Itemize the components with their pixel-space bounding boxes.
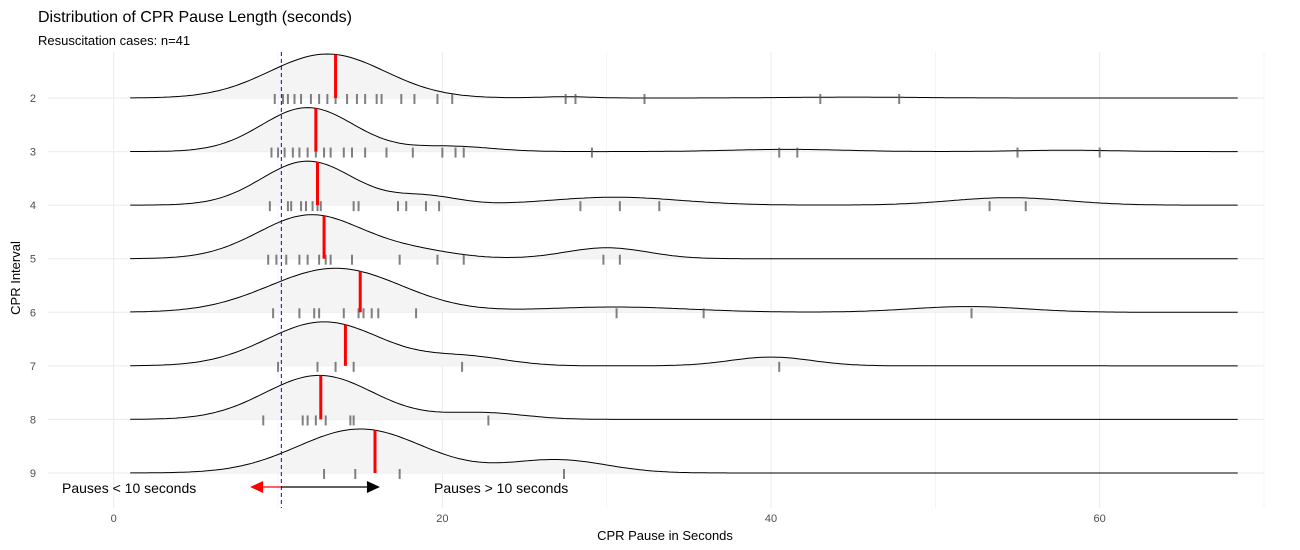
y-tick-label: 8 xyxy=(30,414,36,426)
density-area-7 xyxy=(130,321,1240,366)
y-tick-label: 5 xyxy=(30,254,36,266)
ridge-2 xyxy=(130,53,1240,104)
density-line-5 xyxy=(130,214,1238,260)
density-area-2 xyxy=(130,54,1240,98)
annotation-left-label: Pauses < 10 seconds xyxy=(62,480,196,496)
y-tick-label: 4 xyxy=(30,200,36,212)
density-line-2 xyxy=(130,53,1238,99)
grid-lines xyxy=(48,52,1265,508)
annotation-right-label: Pauses > 10 seconds xyxy=(434,480,568,496)
x-tick-label: 40 xyxy=(765,513,777,525)
y-tick-label: 3 xyxy=(30,147,36,159)
x-tick-label: 60 xyxy=(1094,513,1106,525)
x-axis-label: CPR Pause in Seconds xyxy=(597,528,733,543)
chart-title: Distribution of CPR Pause Length (second… xyxy=(38,9,352,26)
right-arrow-head xyxy=(366,481,380,493)
density-area-8 xyxy=(130,375,1240,420)
y-tick-label: 6 xyxy=(30,307,36,319)
y-axis-label: CPR Interval xyxy=(8,241,23,315)
ridges xyxy=(130,53,1240,479)
ridge-4 xyxy=(130,160,1240,212)
y-axis-ticks: 2 3 4 5 6 7 8 9 xyxy=(30,93,36,480)
y-tick-label: 9 xyxy=(30,468,36,480)
density-area-6 xyxy=(130,268,1240,313)
ridge-7 xyxy=(130,321,1240,372)
y-tick-label: 2 xyxy=(30,93,36,105)
density-area-9 xyxy=(130,429,1240,473)
density-line-3 xyxy=(130,107,1238,153)
annotation-arrows xyxy=(250,481,380,493)
density-line-7 xyxy=(130,321,1238,367)
ridge-6 xyxy=(130,267,1240,319)
ridge-9 xyxy=(130,428,1240,479)
x-tick-label: 20 xyxy=(436,513,448,525)
density-area-5 xyxy=(130,214,1240,259)
chart-subtitle: Resuscitation cases: n=41 xyxy=(38,33,190,48)
density-line-9 xyxy=(130,428,1238,474)
ridge-8 xyxy=(130,374,1240,426)
x-axis-ticks: 0 20 40 60 xyxy=(111,513,1106,525)
ridge-5 xyxy=(130,214,1240,265)
annotations: Pauses < 10 seconds Pauses > 10 seconds xyxy=(62,480,568,496)
y-tick-label: 7 xyxy=(30,361,36,373)
density-line-6 xyxy=(130,267,1238,313)
density-area-3 xyxy=(130,107,1240,152)
left-arrow-head xyxy=(250,481,264,493)
ridge-3 xyxy=(130,107,1240,158)
density-line-8 xyxy=(130,374,1238,420)
density-area-4 xyxy=(130,161,1240,206)
x-tick-label: 0 xyxy=(111,513,117,525)
density-line-4 xyxy=(130,160,1238,206)
